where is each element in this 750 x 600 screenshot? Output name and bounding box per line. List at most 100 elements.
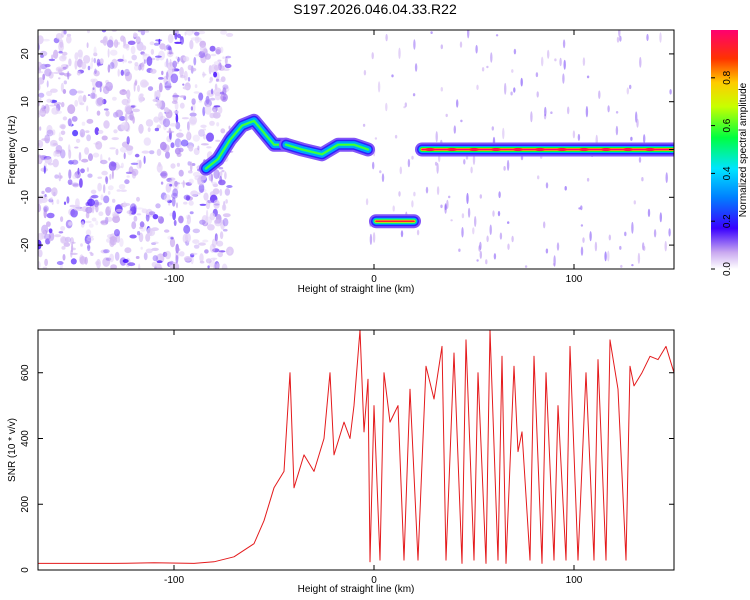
noise-speckle	[40, 54, 44, 58]
carrier-peak	[601, 147, 611, 152]
noise-speckle	[86, 105, 89, 112]
noise-speckle	[38, 92, 45, 98]
noise-speckle	[220, 46, 224, 53]
noise-speckle	[224, 171, 227, 180]
noise-speckle	[133, 82, 136, 92]
noise-speckle	[170, 73, 179, 84]
noise-speckle	[161, 70, 164, 76]
noise-speckle	[543, 221, 546, 229]
noise-speckle	[458, 248, 461, 252]
noise-speckle	[60, 226, 66, 231]
noise-speckle	[187, 77, 191, 82]
noise-speckle	[137, 30, 141, 33]
noise-speckle	[203, 134, 207, 140]
noise-speckle	[205, 258, 212, 264]
noise-speckle	[545, 182, 549, 189]
noise-speckle	[530, 111, 533, 123]
noise-speckle	[43, 206, 48, 213]
noise-speckle	[60, 236, 67, 244]
noise-speckle	[143, 59, 146, 64]
noise-speckle	[109, 173, 112, 180]
noise-speckle	[134, 61, 139, 67]
noise-speckle	[608, 234, 611, 241]
noise-speckle	[109, 147, 116, 150]
x-tick-label: 100	[566, 274, 583, 285]
noise-speckle	[176, 248, 181, 252]
noise-speckle	[204, 249, 209, 254]
noise-speckle	[379, 170, 382, 174]
colorbar-tick-label: 0.4	[722, 166, 733, 180]
noise-speckle	[123, 152, 126, 160]
noise-speckle	[138, 123, 144, 134]
noise-speckle	[41, 229, 47, 240]
noise-speckle	[60, 101, 65, 108]
noise-speckle	[172, 94, 180, 98]
noise-speckle	[46, 212, 55, 219]
noise-speckle	[198, 100, 203, 103]
noise-speckle	[188, 170, 193, 174]
noise-speckle	[189, 161, 193, 172]
noise-speckle	[371, 52, 374, 60]
noise-speckle	[144, 30, 150, 33]
noise-speckle	[41, 104, 46, 112]
noise-speckle	[150, 48, 155, 55]
noise-speckle	[209, 45, 216, 52]
noise-speckle	[150, 68, 157, 74]
noise-speckle	[141, 208, 148, 214]
noise-speckle	[460, 119, 463, 123]
noise-speckle	[187, 121, 191, 131]
noise-speckle	[52, 143, 59, 146]
noise-speckle	[62, 66, 67, 70]
noise-speckle	[190, 106, 193, 111]
noise-speckle	[138, 263, 141, 269]
noise-speckle	[127, 60, 133, 64]
noise-speckle	[164, 61, 167, 68]
noise-speckle	[653, 229, 657, 238]
noise-speckle	[190, 37, 198, 41]
noise-speckle	[70, 252, 78, 255]
noise-speckle	[55, 66, 64, 72]
noise-speckle	[207, 92, 211, 96]
noise-speckle	[472, 154, 476, 165]
noise-speckle	[221, 204, 227, 211]
noise-speckle	[119, 238, 124, 247]
noise-speckle	[222, 213, 231, 218]
noise-speckle	[141, 150, 150, 154]
noise-speckle	[55, 145, 63, 153]
noise-speckle	[385, 102, 388, 112]
noise-speckle	[158, 82, 163, 93]
noise-speckle	[111, 169, 114, 180]
noise-speckle	[81, 61, 87, 70]
noise-speckle	[46, 221, 51, 227]
noise-speckle	[143, 252, 148, 261]
carrier-peak	[491, 147, 501, 152]
x-tick-label: -100	[164, 274, 184, 285]
noise-speckle	[100, 249, 108, 254]
noise-speckle	[461, 227, 464, 238]
noise-speckle	[103, 120, 110, 129]
noise-speckle	[385, 33, 388, 42]
noise-speckle	[147, 86, 154, 91]
noise-speckle	[435, 131, 438, 143]
noise-speckle	[62, 116, 68, 121]
noise-speckle	[503, 166, 506, 171]
noise-speckle	[87, 94, 91, 97]
noise-speckle	[127, 262, 136, 267]
noise-speckle	[135, 207, 144, 210]
noise-speckle	[195, 54, 201, 57]
noise-speckle	[38, 83, 41, 91]
noise-speckle	[374, 137, 378, 140]
noise-speckle	[58, 231, 64, 234]
carrier-peak	[447, 147, 457, 152]
noise-speckle	[94, 127, 100, 136]
noise-speckle	[60, 124, 66, 130]
noise-speckle	[38, 140, 44, 148]
noise-speckle	[399, 166, 402, 175]
noise-speckle	[131, 54, 137, 61]
noise-speckle	[615, 111, 619, 114]
noise-speckle	[100, 159, 108, 165]
noise-speckle	[176, 202, 178, 209]
noise-speckle	[180, 139, 189, 147]
y-tick-label: -20	[20, 237, 31, 252]
track-mid	[285, 143, 369, 156]
